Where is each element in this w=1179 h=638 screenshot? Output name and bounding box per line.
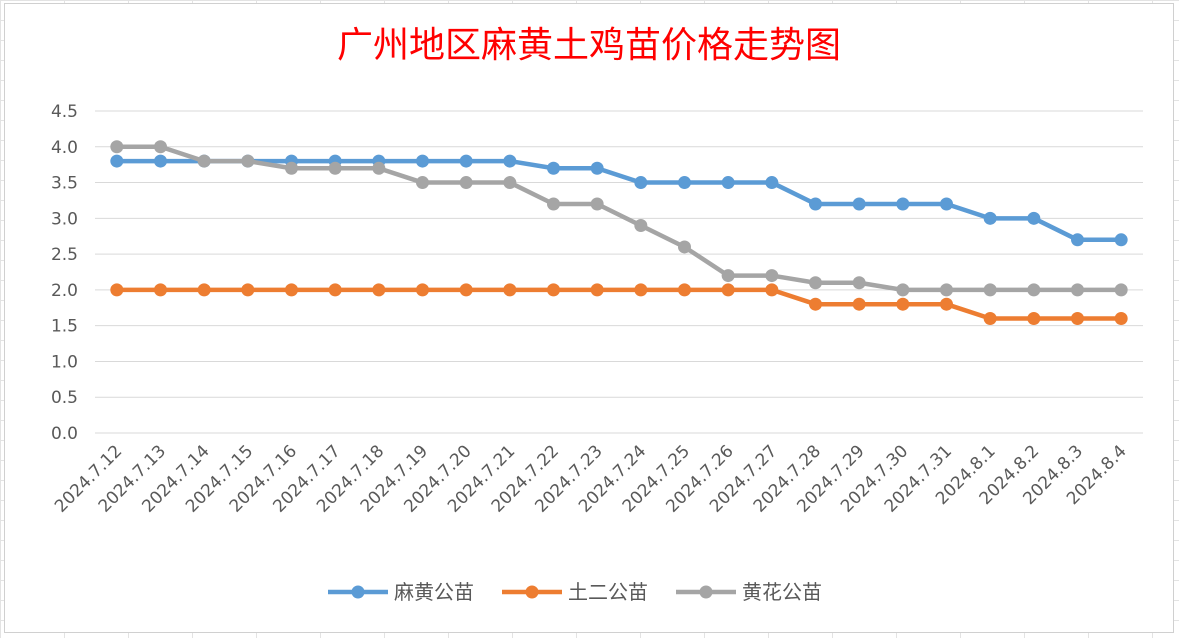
legend-label: 土二公苗 [568,580,648,604]
data-point[interactable] [809,197,822,211]
series-2 [110,283,1128,326]
data-point[interactable] [765,176,779,190]
data-point[interactable] [634,283,648,297]
data-point[interactable] [197,154,211,168]
data-point[interactable] [1114,312,1128,326]
data-point[interactable] [459,176,473,190]
data-point[interactable] [940,283,953,297]
data-point[interactable] [634,218,648,232]
data-point[interactable] [765,269,779,283]
data-point[interactable] [983,283,997,297]
legend-item[interactable]: 麻黄公苗 [328,580,474,604]
data-point[interactable] [852,197,866,211]
data-point[interactable] [197,283,211,297]
data-point[interactable] [721,269,735,283]
data-point[interactable] [110,140,124,154]
data-point[interactable] [416,154,429,168]
y-tick-label: 0.0 [51,424,78,444]
series-line [114,144,1124,293]
data-point[interactable] [503,283,517,297]
legend-swatch-marker [525,585,539,599]
y-tick-label: 3.0 [51,209,78,229]
series-1 [110,154,1128,247]
legend-item[interactable]: 黄花公苗 [676,580,822,604]
data-point[interactable] [1027,211,1041,225]
data-point[interactable] [328,161,342,175]
data-point[interactable] [1027,312,1041,326]
y-axis-tick-labels: 0.0 0.5 1.0 1.5 2.0 2.5 3.0 3.5 4.0 4.5 [51,102,78,444]
chart-title: 广州地区麻黄土鸡苗价格走势图 [336,25,841,66]
data-point[interactable] [1027,283,1041,297]
data-point[interactable] [721,176,735,190]
data-point[interactable] [372,161,386,175]
y-tick-label: 4.0 [51,138,78,158]
data-point[interactable] [110,154,124,168]
y-tick-label: 3.5 [51,174,78,194]
data-point[interactable] [1071,283,1084,297]
data-point[interactable] [983,312,997,326]
data-point[interactable] [241,283,255,297]
data-point[interactable] [940,197,953,211]
data-point[interactable] [154,154,167,168]
data-point[interactable] [1071,312,1084,326]
data-point[interactable] [983,211,997,225]
data-point[interactable] [809,297,822,311]
data-point[interactable] [241,154,255,168]
data-point[interactable] [590,197,604,211]
legend-swatch-marker [699,585,713,599]
data-point[interactable] [416,176,429,190]
series-line [114,287,1124,321]
y-tick-label: 2.0 [51,281,78,301]
data-point[interactable] [809,276,822,290]
y-tick-label: 1.5 [51,317,78,337]
data-point[interactable] [110,283,124,297]
data-point[interactable] [678,283,691,297]
data-point[interactable] [503,176,517,190]
y-tick-label: 1.0 [51,352,78,372]
legend: 麻黄公苗 土二公苗 黄花公苗 [328,580,822,604]
data-point[interactable] [154,140,167,154]
data-point[interactable] [1114,233,1128,247]
legend-label: 麻黄公苗 [394,580,474,604]
y-tick-label: 0.5 [51,388,78,408]
data-point[interactable] [896,197,910,211]
data-point[interactable] [547,283,560,297]
data-point[interactable] [372,283,386,297]
series-line [114,158,1124,243]
data-point[interactable] [416,283,429,297]
data-point[interactable] [678,240,691,254]
data-point[interactable] [154,283,167,297]
data-point[interactable] [459,154,473,168]
series-lines [110,140,1128,326]
chart-area[interactable]: 广州地区麻黄土鸡苗价格走势图 [4,3,1174,633]
x-axis-tick-labels: 2024.7.122024.7.132024.7.142024.7.152024… [51,441,1131,516]
data-point[interactable] [896,283,910,297]
data-point[interactable] [547,197,560,211]
data-point[interactable] [328,283,342,297]
data-point[interactable] [852,276,866,290]
data-point[interactable] [1071,233,1084,247]
legend-label: 黄花公苗 [742,580,822,604]
data-point[interactable] [459,283,473,297]
data-point[interactable] [852,297,866,311]
data-point[interactable] [547,161,560,175]
data-point[interactable] [503,154,517,168]
data-point[interactable] [590,283,604,297]
data-point[interactable] [721,283,735,297]
data-point[interactable] [285,161,298,175]
legend-swatch-marker [351,585,365,599]
y-tick-label: 4.5 [51,102,78,122]
y-tick-label: 2.5 [51,245,78,265]
data-point[interactable] [896,297,910,311]
data-point[interactable] [285,283,298,297]
data-point[interactable] [765,283,779,297]
legend-item[interactable]: 土二公苗 [502,580,648,604]
series-3 [110,140,1128,297]
data-point[interactable] [678,176,691,190]
data-point[interactable] [1114,283,1128,297]
data-point[interactable] [634,176,648,190]
data-point[interactable] [940,297,953,311]
data-point[interactable] [590,161,604,175]
